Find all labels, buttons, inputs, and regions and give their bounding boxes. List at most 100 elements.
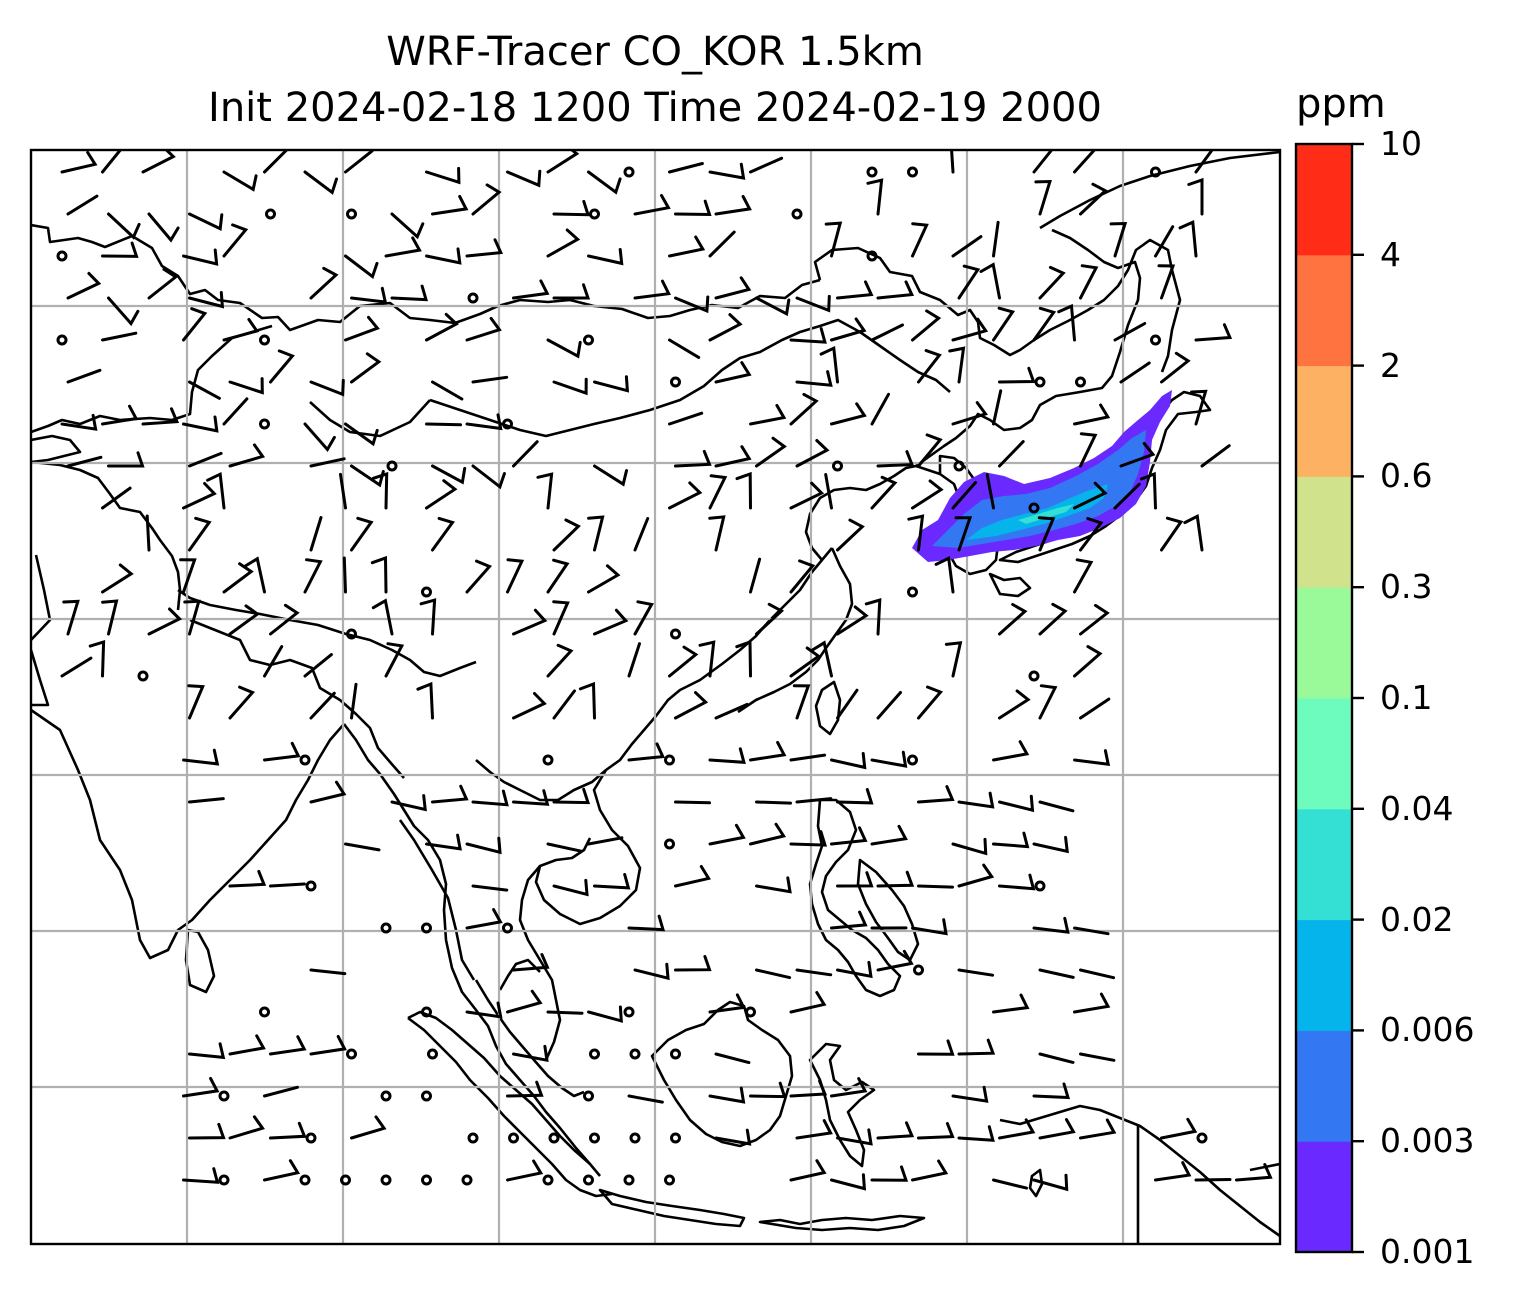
calm-wind-marker [340, 1174, 351, 1186]
wind-barb [749, 156, 784, 174]
calm-wind-marker [386, 460, 398, 472]
wind-barb [1160, 1117, 1198, 1140]
wind-barb [546, 842, 583, 853]
wind-barb [830, 402, 867, 426]
wind-barb [998, 873, 1036, 891]
wind-barb [979, 262, 1001, 300]
coastline [804, 464, 941, 561]
wind-barb [668, 481, 703, 510]
wind-barb [830, 826, 868, 846]
wind-barb [876, 691, 902, 720]
wind-barb [998, 603, 1028, 636]
coastline [31, 649, 50, 707]
wind-barbs [56, 150, 1273, 1192]
wind-barb [1032, 916, 1070, 934]
wind-barb [188, 1122, 226, 1140]
wind-barb [593, 464, 628, 487]
wind-barb [633, 962, 670, 981]
wind-barb [425, 833, 462, 851]
wind-barb [309, 457, 346, 468]
colorbar-unit-label: ppm [1296, 81, 1386, 127]
wind-barb [60, 656, 93, 678]
wind-barb [552, 518, 581, 552]
wind-barb [182, 415, 219, 433]
calm-wind-marker [589, 208, 600, 220]
calm-wind-marker [583, 1090, 594, 1102]
wind-barb [789, 991, 827, 1014]
wind-barb [546, 558, 570, 594]
wind-barb [1073, 749, 1111, 767]
wind-barb [1079, 1052, 1116, 1062]
wind-barb [876, 280, 915, 300]
wind-barb [552, 600, 570, 636]
wind-barb [789, 481, 825, 510]
wind-barb [755, 602, 785, 636]
wind-barb [1032, 306, 1057, 342]
calm-wind-marker [670, 1048, 681, 1060]
wind-barb [792, 684, 811, 720]
coastline [915, 228, 1142, 468]
wind-barb [985, 473, 995, 510]
wind-barb [1194, 150, 1214, 174]
calm-wind-marker [623, 166, 635, 178]
wind-barb [789, 327, 827, 344]
border [31, 324, 273, 434]
wind-barb [674, 295, 710, 314]
calm-wind-marker [56, 334, 68, 346]
wind-barb [344, 150, 374, 174]
wind-barb [708, 474, 728, 510]
wind-barb [876, 870, 915, 888]
wind-barb [674, 691, 709, 720]
wind-barb [795, 797, 833, 804]
colorbar-tick-label: 0.001 [1380, 1232, 1475, 1271]
calm-wind-marker [461, 1174, 473, 1186]
wind-barb [627, 1094, 664, 1104]
wind-barb [228, 377, 264, 395]
wind-barb [668, 162, 704, 174]
calm-wind-marker [548, 1132, 560, 1144]
coastline [988, 572, 1032, 598]
wind-barb [836, 605, 869, 636]
wind-barb [1200, 444, 1231, 468]
wind-barb [425, 247, 462, 265]
wind-barb [1160, 516, 1184, 552]
wind-barb [107, 296, 140, 327]
wind-barb [552, 787, 591, 805]
wind-barb [66, 271, 102, 300]
wind-barb [633, 600, 654, 636]
wind-barb [830, 752, 867, 770]
wind-barb [1038, 968, 1075, 979]
wind-barb [587, 248, 624, 266]
colorbar-segment [1296, 254, 1352, 367]
calm-wind-marker [542, 1174, 554, 1186]
wind-barb [1034, 179, 1052, 216]
coastlines [31, 150, 1280, 1244]
calm-wind-marker [629, 1048, 641, 1060]
wind-barb [512, 692, 547, 720]
wind-barb [870, 323, 904, 342]
wind-barb [546, 150, 580, 174]
calm-wind-marker [1034, 376, 1046, 388]
wind-barb [668, 645, 699, 678]
wind-barb [228, 604, 261, 636]
wind-barb [593, 375, 630, 393]
wind-barb [992, 306, 1016, 342]
colorbar-tick-label: 0.04 [1380, 788, 1454, 828]
wind-barb [60, 151, 98, 174]
coastline [474, 979, 585, 1098]
wind-barb [911, 1159, 949, 1182]
calm-wind-marker [583, 1174, 594, 1186]
wind-barb [917, 349, 942, 384]
wind-barb [546, 338, 582, 359]
wind-barb [303, 653, 333, 678]
wind-barb [512, 279, 550, 300]
colorbar-segment [1296, 365, 1352, 477]
wind-barb [101, 404, 139, 426]
wind-barb [1194, 1178, 1232, 1182]
wind-barb [101, 150, 123, 174]
wind-barb [471, 884, 509, 892]
coastline [31, 460, 182, 611]
wind-barb [668, 235, 706, 258]
wind-barb [1079, 603, 1110, 636]
wind-barb [1079, 697, 1111, 720]
